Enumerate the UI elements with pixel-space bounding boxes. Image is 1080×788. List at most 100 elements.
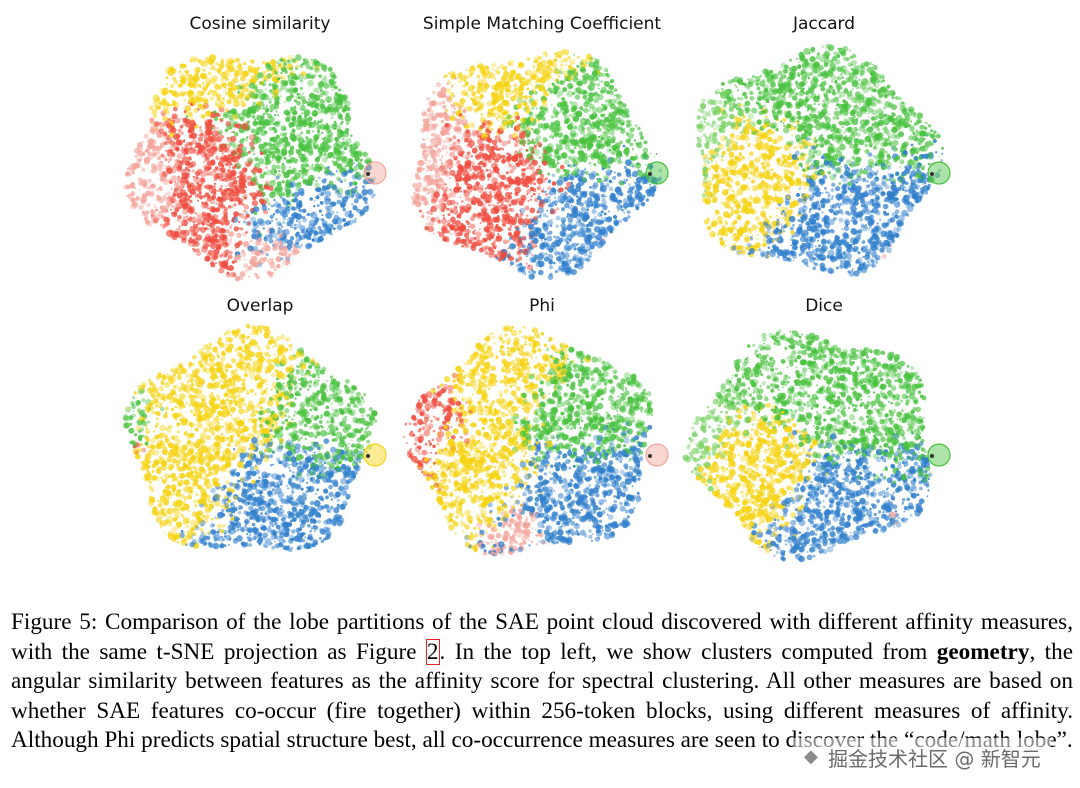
point xyxy=(642,152,648,158)
point xyxy=(238,112,246,120)
point xyxy=(215,202,218,205)
point xyxy=(202,102,209,109)
point xyxy=(444,192,447,195)
point xyxy=(312,130,314,133)
point xyxy=(298,114,302,119)
point xyxy=(255,252,259,255)
point xyxy=(577,82,580,85)
point xyxy=(553,120,561,127)
point xyxy=(593,82,597,87)
point xyxy=(532,138,535,140)
point xyxy=(610,162,612,164)
point xyxy=(282,252,284,255)
point xyxy=(191,232,196,237)
point xyxy=(170,197,176,204)
point xyxy=(217,104,222,109)
point xyxy=(546,253,554,261)
point xyxy=(323,232,326,234)
point xyxy=(266,73,272,79)
point xyxy=(588,248,591,251)
point xyxy=(619,192,624,197)
point xyxy=(494,225,499,229)
point xyxy=(283,109,290,116)
point xyxy=(294,215,297,218)
point xyxy=(483,237,488,243)
point xyxy=(180,117,183,120)
point xyxy=(227,81,233,87)
point xyxy=(433,158,437,162)
point xyxy=(318,188,320,191)
point xyxy=(531,106,535,110)
point xyxy=(286,221,292,227)
point xyxy=(554,55,558,59)
point xyxy=(301,176,304,180)
point xyxy=(600,137,604,141)
point xyxy=(231,149,238,156)
point xyxy=(602,189,607,193)
point xyxy=(266,79,269,82)
point xyxy=(609,103,616,110)
point xyxy=(619,126,623,130)
point xyxy=(275,110,278,113)
point xyxy=(226,271,230,275)
point xyxy=(422,178,427,182)
point xyxy=(275,218,278,221)
point xyxy=(499,63,505,69)
point xyxy=(194,241,200,247)
point xyxy=(302,157,309,164)
point xyxy=(592,107,598,113)
point xyxy=(650,193,655,198)
point xyxy=(228,92,235,100)
point xyxy=(278,63,286,70)
point xyxy=(591,154,594,157)
point xyxy=(562,112,565,115)
point xyxy=(269,89,272,92)
point xyxy=(359,158,363,162)
point xyxy=(507,162,510,164)
point xyxy=(305,64,311,70)
point xyxy=(169,132,174,138)
point xyxy=(446,81,450,86)
point xyxy=(510,199,516,205)
point xyxy=(542,213,547,218)
point xyxy=(564,244,571,251)
point xyxy=(511,155,514,158)
point xyxy=(443,113,450,121)
point xyxy=(150,121,154,125)
point xyxy=(625,123,630,129)
point xyxy=(553,192,557,195)
point xyxy=(601,114,605,118)
point xyxy=(550,218,553,221)
point xyxy=(341,156,348,162)
point xyxy=(206,100,209,103)
point xyxy=(348,181,354,186)
point xyxy=(304,60,310,66)
point xyxy=(574,263,579,269)
point xyxy=(310,61,313,64)
point xyxy=(345,121,350,125)
point xyxy=(282,136,289,143)
point xyxy=(573,53,575,56)
point xyxy=(585,61,588,64)
point xyxy=(359,214,362,217)
point xyxy=(196,199,200,202)
point xyxy=(302,122,305,125)
point xyxy=(442,140,446,144)
point xyxy=(279,212,282,214)
point xyxy=(213,110,217,114)
point xyxy=(613,214,618,220)
point xyxy=(245,231,248,234)
point xyxy=(631,185,636,190)
point xyxy=(572,188,575,191)
point xyxy=(480,113,483,116)
point xyxy=(604,99,609,103)
point xyxy=(227,86,233,92)
point xyxy=(477,91,480,94)
point xyxy=(456,213,462,219)
point xyxy=(454,239,460,245)
point xyxy=(287,54,293,61)
point xyxy=(336,224,343,231)
point xyxy=(546,215,549,218)
point xyxy=(358,194,363,199)
point xyxy=(450,189,452,191)
